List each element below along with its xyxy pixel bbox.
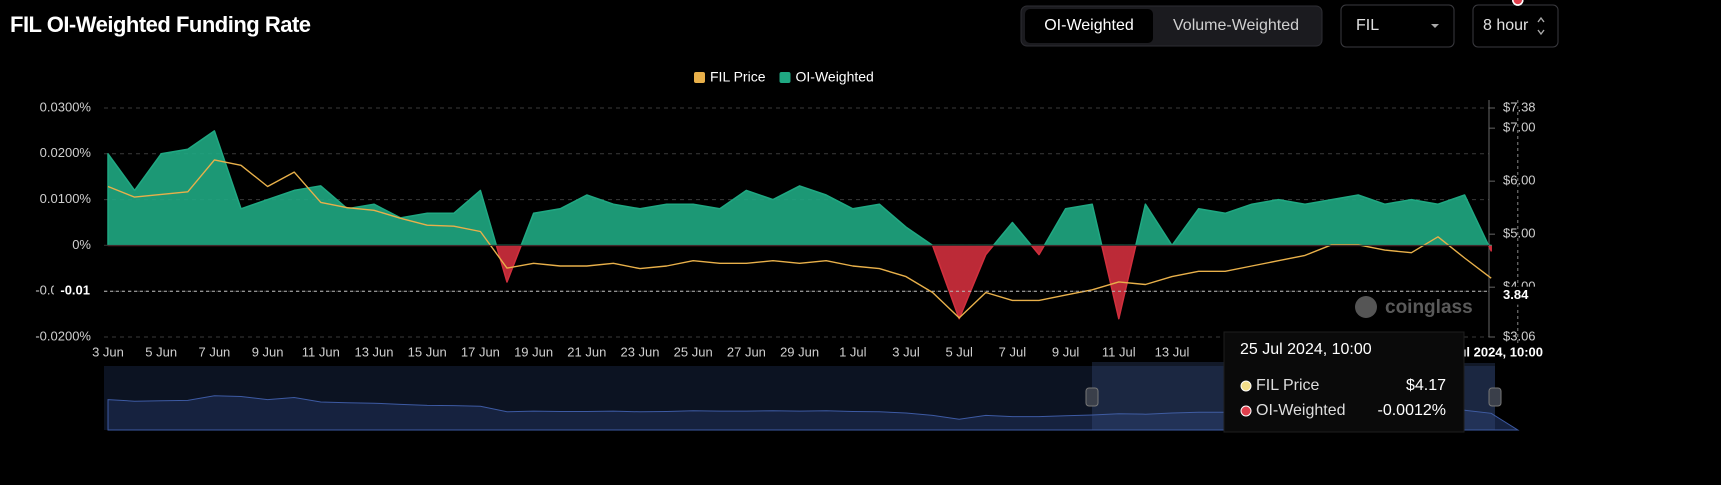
tooltip-box [1223,331,1465,433]
x-tick-label: 19 Jun [514,344,553,359]
navigator-handle[interactable] [1488,387,1502,407]
navigator-handle[interactable] [1085,387,1099,407]
x-tick-label: 29 Jun [780,344,819,359]
y2-tick-label: $7.38 [1503,99,1536,114]
crosshair-y2-label: 3.84 [1503,287,1529,302]
crosshair-y2-box [1496,286,1540,305]
y-tick-label: 0.0300% [40,99,92,114]
y2-tick-label: $7.00 [1503,120,1536,135]
x-tick-label: 27 Jun [727,344,766,359]
x-tick-label: 3 Jul [892,344,920,359]
watermark: coinglass [1385,297,1473,318]
dropdown-icon [1431,24,1439,28]
x-tick-label: 21 Jun [567,344,606,359]
symbol-select[interactable] [1340,4,1455,48]
crosshair-y-label: -0.01 [60,283,90,298]
tooltip-value: $4.17 [1406,377,1446,394]
x-tick-label: 9 Jul [1052,344,1080,359]
y-tick-label: 0.0200% [40,145,92,160]
watermark-logo [1355,296,1377,318]
tab-label[interactable]: OI-Weighted [1044,17,1134,34]
tooltip-name: FIL Price [1256,377,1320,394]
tooltip-name: OI-Weighted [1256,402,1346,419]
symbol-value[interactable]: FIL [1356,17,1379,34]
y-tick-label: 0.0100% [40,191,92,206]
x-tick-label: 11 Jul [1102,344,1136,359]
y2-tick-label: $6.00 [1503,173,1536,188]
y-tick-label: -0.0200% [35,328,91,343]
tooltip-title: 25 Jul 2024, 10:00 [1240,341,1372,358]
tooltip-dot [1240,380,1252,392]
x-tick-label: 13 Jul [1155,344,1190,359]
x-tick-label: 9 Jun [252,344,284,359]
x-tick-label: 7 Jul [999,344,1027,359]
legend-swatch [779,72,791,83]
page-title: FIL OI-Weighted Funding Rate [10,12,311,37]
tooltip-value: -0.0012% [1378,402,1447,419]
x-tick-label: 17 Jun [461,344,500,359]
legend-swatch [694,72,705,83]
x-tick-label: 25 Jun [674,344,713,359]
interval-value[interactable]: 8 hour [1483,17,1529,34]
x-tick-label: 13 Jun [354,344,393,359]
price-line [107,159,1492,319]
y2-tick-label: $5.00 [1503,226,1536,241]
x-tick-label: 1 Jul [839,344,867,359]
tab-active[interactable] [1025,9,1153,43]
legend-label: FIL Price [710,69,766,85]
tab-label[interactable]: Volume-Weighted [1173,17,1299,34]
x-tick-label: 5 Jun [145,344,177,359]
tooltip-dot [1240,405,1252,417]
x-tick-label: 5 Jul [945,344,973,359]
legend-label: OI-Weighted [796,69,874,85]
rate-dot [1512,0,1524,6]
y2-tick-label: $3.06 [1503,328,1536,343]
x-tick-label: 11 Jun [302,344,340,359]
x-tick-label: 15 Jun [408,344,447,359]
x-tick-label: 23 Jun [620,344,659,359]
spinner-icon [1537,16,1545,36]
x-tick-label: 3 Jun [92,344,124,359]
x-tick-label: 7 Jun [198,344,230,359]
y-tick-label: 0% [72,237,91,252]
crosshair-y-box [54,282,100,301]
